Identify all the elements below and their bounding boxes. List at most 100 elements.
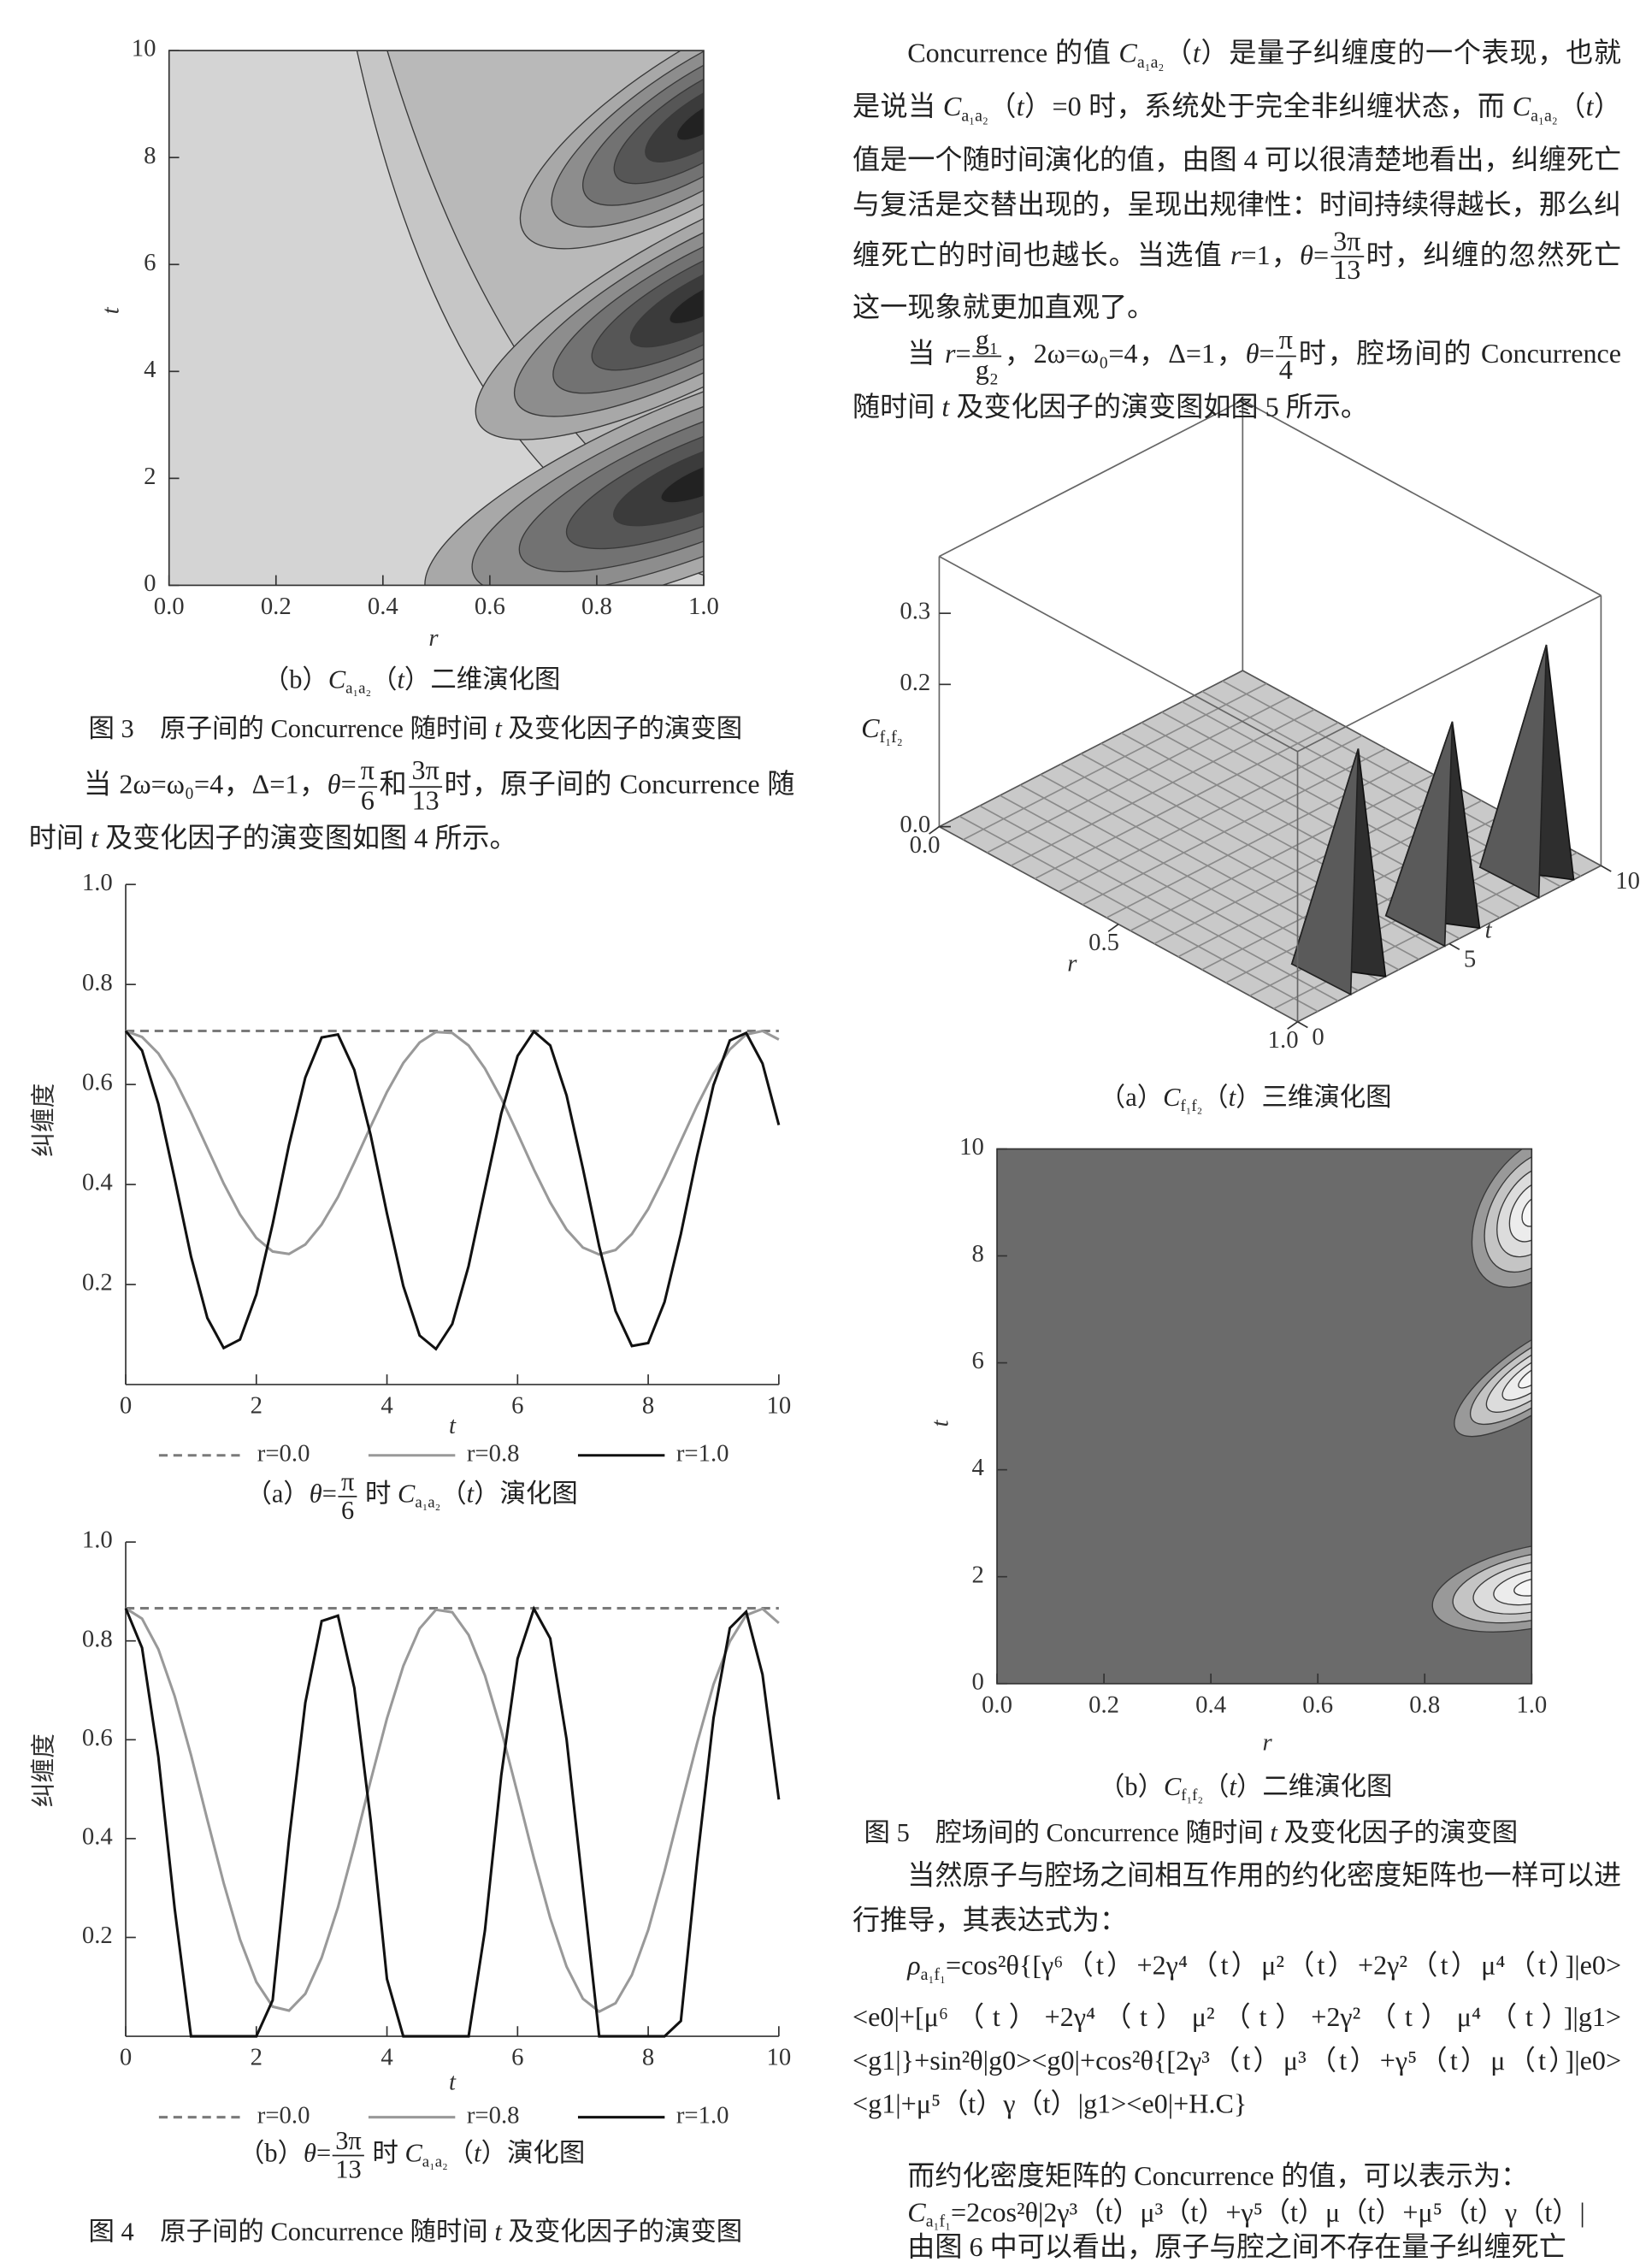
x-tick-label: 1.0: [1268, 1026, 1299, 1054]
text-run: （: [371, 664, 398, 694]
text-run: ，2ω=ω₀=4，Δ=1，: [1003, 339, 1246, 370]
contour-band: [1501, 1350, 1532, 1401]
surface-grid: [1130, 774, 1435, 932]
x-tick-label: 8: [642, 2044, 654, 2071]
surface-peak: [1290, 748, 1360, 996]
subfigure-caption: （a）Cf₁f₂（t）三维演化图: [863, 1077, 1629, 1115]
x-tick-label: 10: [766, 2044, 791, 2071]
text-run: t: [474, 2138, 481, 2168]
x-tick: [1107, 924, 1119, 932]
text-run: t: [1585, 92, 1594, 123]
x-tick-label: 0.0: [982, 1691, 1012, 1718]
text-run: =: [322, 1479, 337, 1509]
x-tick-label: 0: [120, 2044, 132, 2071]
y-tick-label: 5: [1464, 945, 1476, 972]
y-tick-label: 10: [132, 35, 156, 62]
y-axis-label: t: [1485, 917, 1493, 944]
surface-peak: [1478, 644, 1548, 900]
text-run: =: [316, 2138, 332, 2168]
text-run: θ: [1245, 339, 1259, 370]
text-run: 4: [1278, 355, 1293, 387]
x-tick-label: 0.4: [368, 593, 398, 620]
surface-grid: [979, 805, 1339, 1002]
text-run: =1，: [1241, 240, 1301, 271]
contour-band: [613, 433, 704, 527]
text-run: θ: [309, 1479, 322, 1509]
y-tick-label: 6: [144, 249, 156, 276]
text-run: t: [466, 1479, 475, 1509]
text-run: f₁f₂: [879, 728, 903, 747]
text-run: 6: [341, 1495, 355, 1525]
contour-band: [675, 96, 704, 141]
text-run: π: [357, 757, 378, 788]
text-run: =: [955, 339, 971, 370]
fraction: 3π 13: [409, 757, 443, 817]
legend-label: r=0.8: [467, 1439, 520, 1467]
surface-grid: [1153, 787, 1459, 945]
surface-peak: [1384, 721, 1454, 948]
x-tick-label: 0.6: [475, 593, 505, 620]
text-run: 当 2ω=ω₀=4，Δ=1，: [84, 770, 327, 800]
text-run: 时，纠缠的忽然死亡这一现象就更加直观了。: [852, 240, 1622, 325]
text-run: 3π: [409, 757, 443, 788]
x-tick-label: 0.2: [261, 593, 292, 620]
surface-grid: [1010, 708, 1315, 867]
text-run: t: [1228, 1082, 1236, 1112]
text-run: π: [1276, 326, 1296, 357]
text-run: θ: [1300, 240, 1313, 271]
y-tick-label: 0.8: [82, 969, 113, 996]
y-tick-label: 0.4: [82, 1169, 113, 1196]
text-run: ρ: [907, 1951, 921, 1982]
legend-label: r=0.0: [257, 2101, 310, 2129]
surface-grid: [1034, 722, 1339, 880]
z-tick-label: 0.0: [900, 811, 930, 838]
text-run: ）演化图: [474, 1479, 578, 1509]
text-run: θ: [327, 770, 341, 800]
text-run: 时，腔场间的 Concurrence 随时间: [852, 339, 1622, 423]
y-axis-label: 纠缠度: [31, 1733, 58, 1807]
text-run: a₁a₂: [1531, 106, 1558, 126]
text-run: （: [447, 2138, 475, 2168]
line-series: [124, 1605, 781, 2038]
text-run: 3π: [332, 2127, 365, 2157]
y-tick-label: 4: [144, 356, 156, 383]
paragraph: 当 r= g₁ g₂ ，2ω=ω₀=4，Δ=1，θ= π 4 时，腔场间的 Concurre…: [852, 326, 1622, 430]
text-run: t: [1229, 1771, 1236, 1801]
contour-band: [669, 276, 704, 325]
y-axis-label: t: [97, 306, 124, 314]
y-tick: [1297, 1021, 1308, 1029]
y-tick-label: 0: [144, 570, 156, 597]
subfigure-caption: （b）Ca₁a₂（t）二维演化图: [29, 659, 795, 697]
x-tick-label: 0.4: [1195, 1691, 1226, 1718]
text-run: （: [1557, 92, 1586, 123]
contour-band: [629, 253, 704, 348]
x-tick: [1287, 1021, 1299, 1030]
y-tick: [1600, 865, 1612, 872]
text-run: 时: [365, 2138, 405, 2168]
text-run: C: [327, 664, 346, 694]
x-tick: [929, 825, 940, 835]
text-run: C: [1512, 92, 1531, 123]
fraction: 3π 13: [332, 2127, 365, 2184]
x-tick-label: 0.8: [1409, 1691, 1440, 1718]
y-tick-label: 0.2: [82, 1269, 113, 1296]
fraction: g₁ g₂: [972, 326, 1002, 386]
text-run: t: [1270, 1817, 1277, 1847]
x-tick-label: 2: [251, 1392, 263, 1420]
x-axis-label: r: [1262, 1728, 1272, 1756]
text-run: C: [398, 1479, 416, 1509]
text-run: （b）: [1098, 1771, 1165, 1801]
text-run: 图 4 原子间的 Concurrence 随时间: [88, 2217, 495, 2247]
text-run: a₁a₂: [961, 106, 988, 126]
text-run: （a）: [245, 1479, 310, 1509]
text-run: a₁f₁: [920, 1964, 947, 1984]
paragraph: 由图 6 中可以看出，原子与腔之间不存在量子纠缠死亡: [852, 2230, 1621, 2266]
x-tick-label: 1.0: [1516, 1691, 1547, 1718]
contour-band: [645, 74, 704, 162]
text-run: θ: [304, 2138, 316, 2168]
